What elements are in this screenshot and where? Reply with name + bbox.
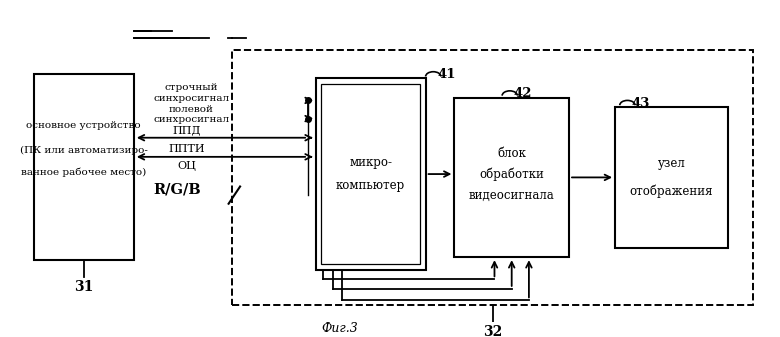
Text: 43: 43 [632,97,650,110]
Text: R/G/B: R/G/B [153,182,200,196]
Text: компьютер: компьютер [336,179,406,192]
Text: синхросигнал: синхросигнал [153,115,229,124]
Text: узел: узел [658,157,686,170]
Text: основное устройство: основное устройство [27,121,141,130]
Bar [454,97,569,257]
Text: ППД: ППД [172,125,200,135]
Text: ППТИ: ППТИ [168,144,205,154]
Text: ванное рабочее место): ванное рабочее место) [21,168,147,177]
Text: 32: 32 [483,325,502,337]
Text: полевой: полевой [169,104,214,114]
Text: Фиг.3: Фиг.3 [321,321,358,335]
Text: отображения: отображения [629,185,713,198]
Text: 42: 42 [514,87,533,100]
Text: 31: 31 [74,280,94,294]
Text: синхросигнал: синхросигнал [153,94,229,103]
Bar [232,50,753,305]
Text: строчный: строчный [165,84,218,92]
Text: обработки: обработки [479,167,544,181]
Bar [34,74,134,260]
Bar [321,84,420,264]
Bar [316,79,426,270]
Text: 41: 41 [438,68,456,81]
Text: блок: блок [498,147,526,160]
Text: видеосигнала: видеосигнала [469,188,555,202]
Text: (ПК или автоматизиро-: (ПК или автоматизиро- [20,146,147,155]
Bar [615,107,728,248]
Text: микро-: микро- [349,156,392,169]
Text: ОЦ: ОЦ [177,161,196,172]
